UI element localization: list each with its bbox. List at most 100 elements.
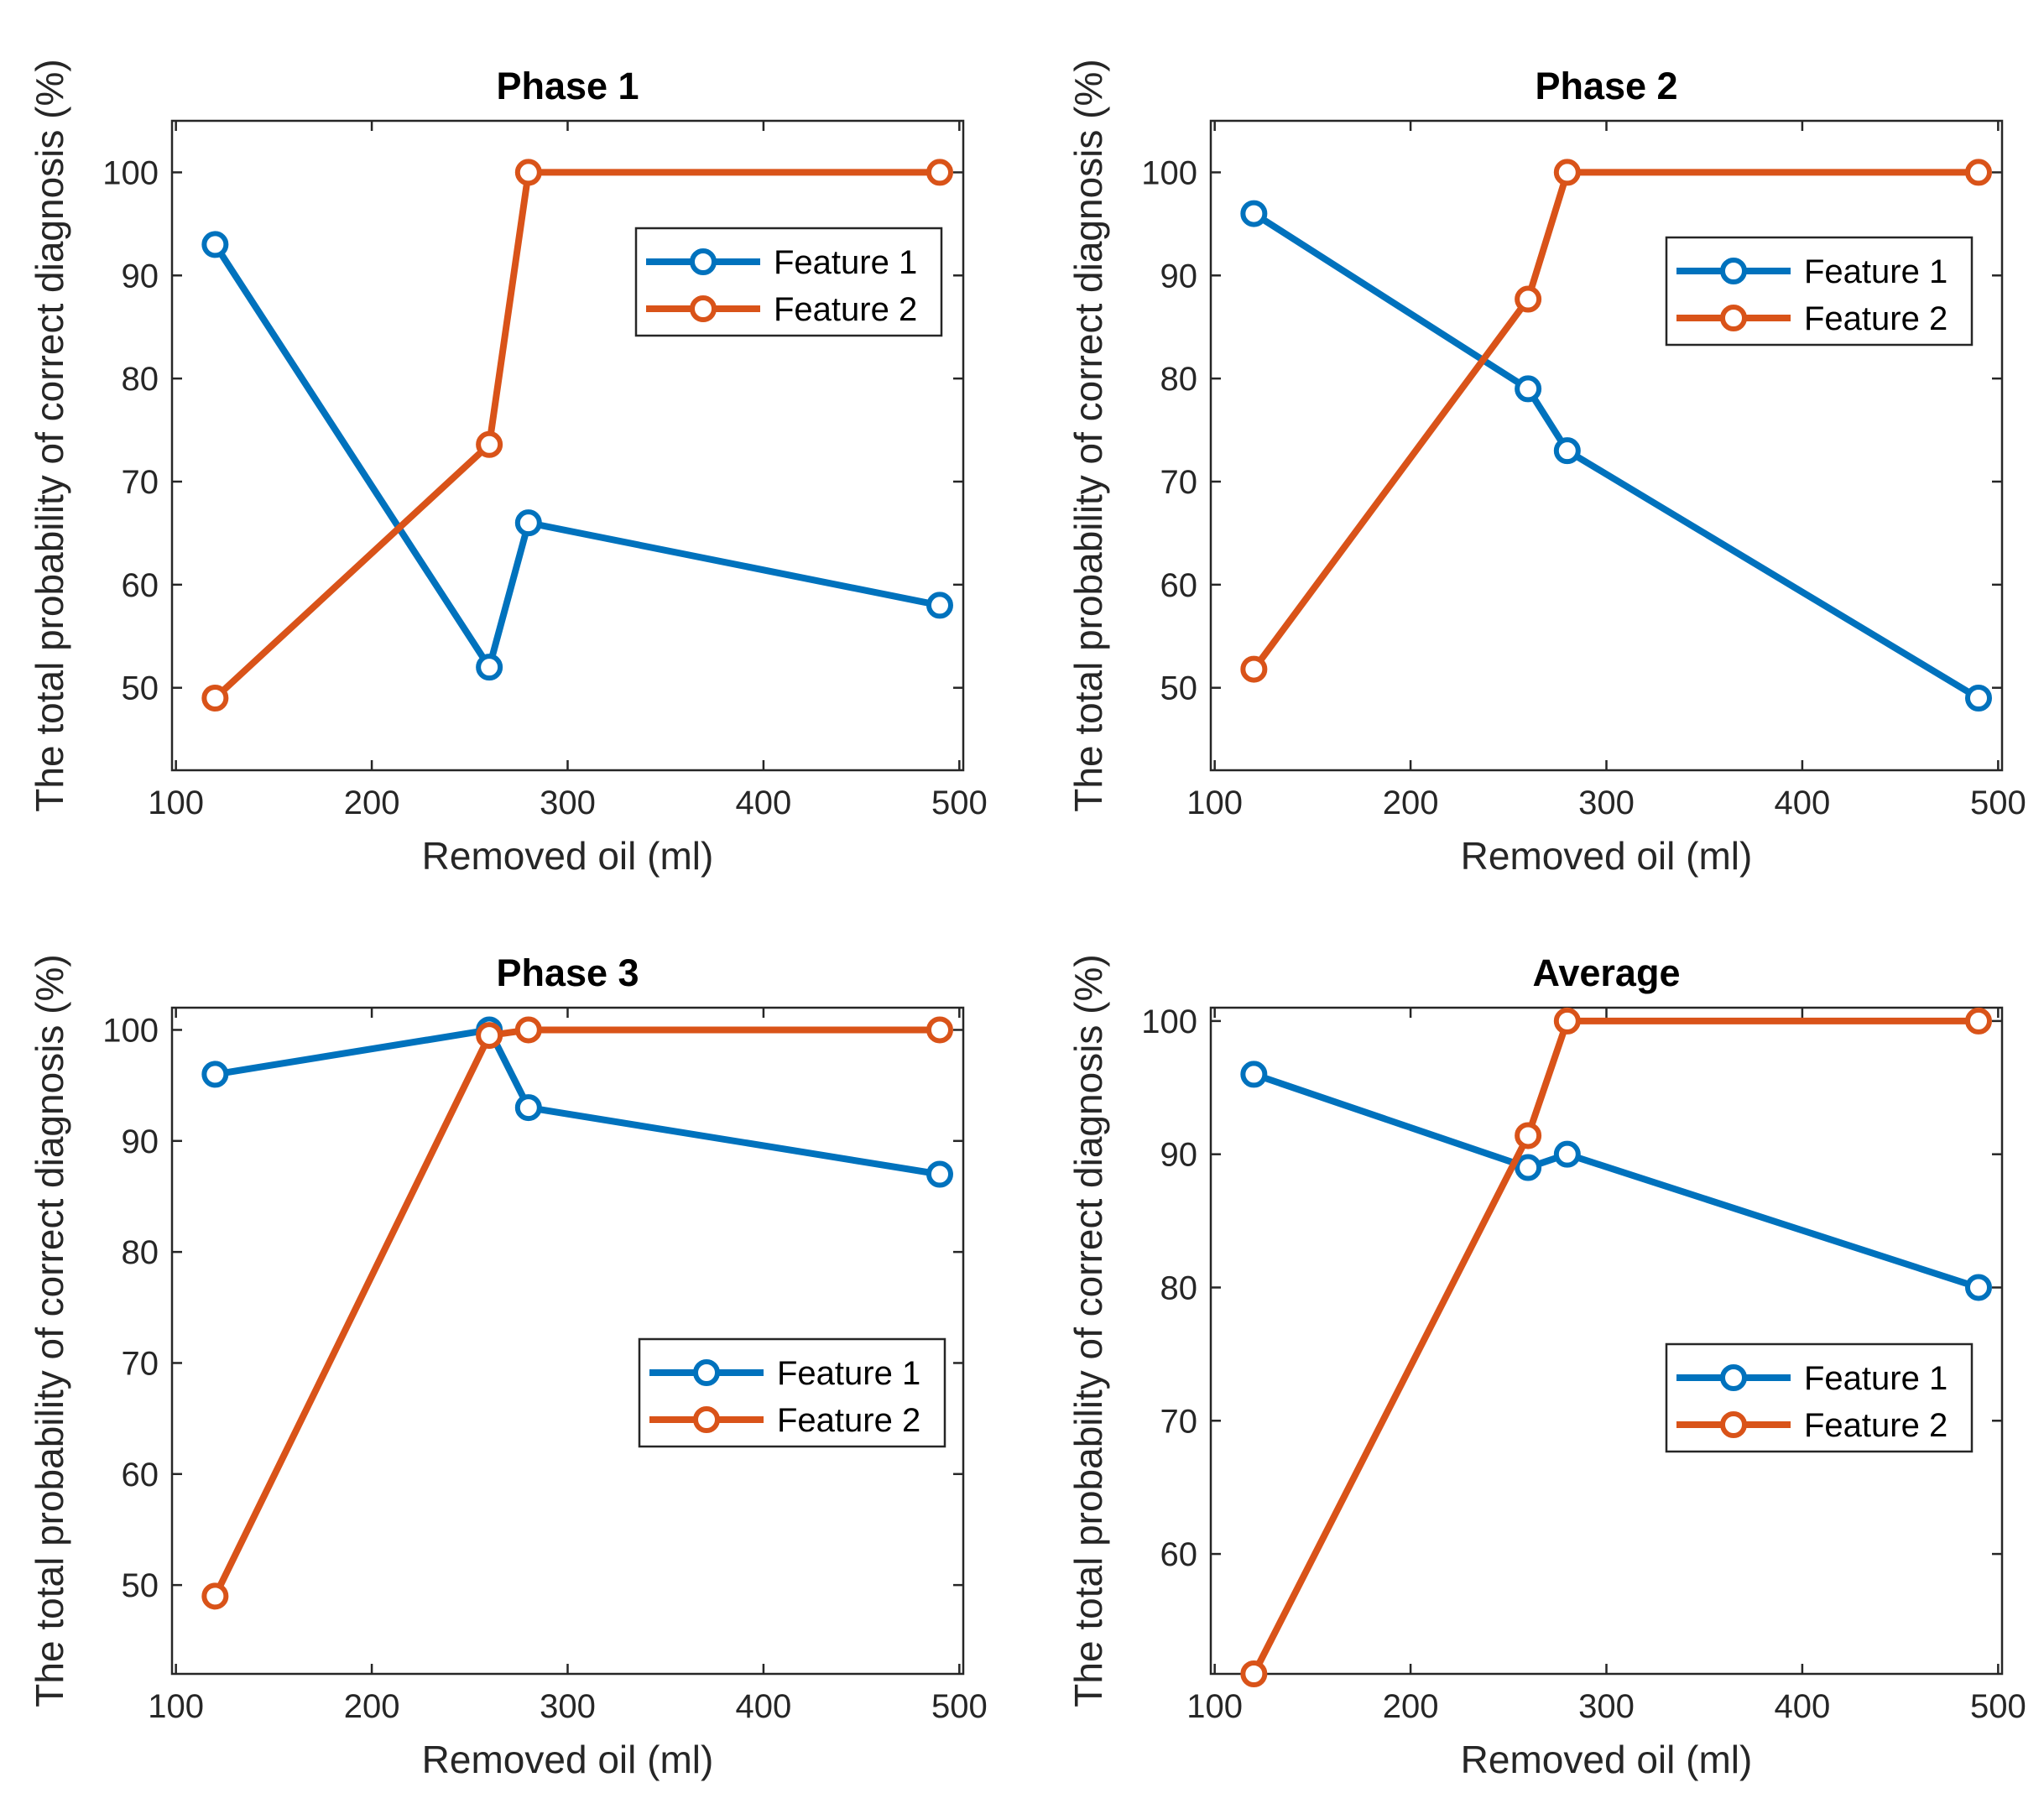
chart-panel-4: 100 200 300 400 500 60 70 80 90 100 Average Removed… [1066, 951, 2026, 1781]
legend-box [634, 227, 943, 337]
data-point-feature-2 [476, 1022, 503, 1050]
y-tick-label: 100 [102, 1012, 159, 1049]
y-tick-label: 90 [1160, 1137, 1198, 1174]
axes-box [1209, 119, 2004, 772]
x-tick-label: 400 [736, 785, 792, 821]
legend-label: Feature 2 [1804, 1407, 1948, 1444]
data-point-feature-1 [1515, 375, 1542, 403]
y-tick-label: 80 [122, 361, 159, 398]
y-tick-label: 100 [1141, 154, 1197, 191]
series-line-feature-2 [211, 1026, 940, 1598]
data-point-feature-2 [1515, 1122, 1542, 1149]
data-point-feature-1 [1240, 200, 1268, 227]
y-tick-label: 60 [1160, 567, 1198, 604]
legend-box [638, 1337, 946, 1448]
x-tick-label: 100 [1186, 1688, 1243, 1725]
x-axis-label: Removed oil (ml) [1461, 1738, 1753, 1781]
series-line-feature-1 [1253, 1071, 1980, 1291]
x-tick-label: 300 [540, 785, 596, 821]
y-tick-label: 60 [1160, 1536, 1198, 1573]
legend-marker [1720, 258, 1747, 284]
y-tick-label: 80 [1160, 361, 1198, 398]
y-tick-label: 50 [122, 1567, 159, 1604]
y-tick-label: 70 [1160, 464, 1198, 501]
chart-panel-3: 100 200 300 400 500 50 60 70 80 90 100 Phase 3 Remov… [28, 951, 988, 1781]
chart-title: Phase 3 [496, 951, 639, 994]
data-point-feature-2 [926, 1016, 953, 1044]
chart-title: Phase 2 [1535, 65, 1677, 107]
y-tick-label: 70 [1160, 1403, 1198, 1440]
legend-marker [690, 248, 717, 275]
x-tick-label: 400 [1775, 1688, 1831, 1725]
x-axis-label: Removed oil (ml) [422, 834, 714, 878]
data-point-feature-1 [476, 654, 503, 681]
y-tick-label: 90 [122, 258, 159, 295]
chart-panel-2: 100 200 300 400 500 50 60 70 80 90 100 Phase 2 Remov… [1066, 59, 2026, 878]
x-tick-label: 300 [1578, 785, 1635, 821]
chart-panel-1: 100 200 300 400 500 50 60 70 80 90 100 Phase 1 Remov… [28, 59, 988, 878]
y-tick-label: 70 [122, 1345, 159, 1382]
data-point-feature-2 [1964, 159, 1992, 186]
legend-label: Feature 1 [774, 244, 917, 281]
x-tick-label: 300 [1578, 1688, 1635, 1725]
axes-box [170, 119, 965, 772]
data-point-feature-2 [1964, 1007, 1992, 1035]
x-tick-label: 300 [540, 1688, 596, 1725]
legend-label: Feature 2 [774, 291, 917, 328]
y-tick-label: 80 [1160, 1269, 1198, 1306]
chart-title: Phase 1 [496, 65, 639, 107]
data-point-feature-1 [1964, 685, 1992, 712]
chart-title: Average [1533, 951, 1681, 994]
legend-box [1665, 236, 1974, 347]
x-tick-label: 500 [1970, 785, 2026, 821]
legend-marker [693, 1406, 720, 1433]
x-tick-label: 100 [148, 1688, 204, 1725]
data-point-feature-1 [926, 1160, 953, 1188]
data-point-feature-2 [514, 159, 542, 186]
y-tick-label: 60 [122, 567, 159, 604]
x-tick-label: 100 [148, 785, 204, 821]
series-line-feature-1 [214, 1026, 941, 1178]
y-axis-label: The total probability of correct diagnos… [1066, 954, 1110, 1707]
legend-marker [1720, 1411, 1747, 1438]
legend-marker [693, 1359, 720, 1386]
series-line-feature-1 [1252, 211, 1981, 701]
data-point-feature-1 [1553, 437, 1581, 465]
data-point-feature-1 [514, 509, 542, 537]
y-tick-label: 60 [122, 1457, 159, 1493]
y-tick-label: 50 [122, 670, 159, 707]
y-tick-label: 50 [1160, 670, 1198, 707]
legend-marker [1720, 1364, 1747, 1391]
legend-label: Feature 1 [777, 1355, 920, 1392]
y-tick-label: 90 [122, 1123, 159, 1160]
x-tick-label: 400 [1775, 785, 1831, 821]
y-tick-label: 90 [1160, 258, 1198, 295]
x-tick-label: 200 [344, 785, 400, 821]
data-point-feature-2 [926, 159, 953, 186]
data-point-feature-2 [1240, 1660, 1268, 1687]
data-point-feature-2 [201, 685, 229, 712]
legend-label: Feature 1 [1804, 1360, 1948, 1397]
data-point-feature-1 [201, 1061, 229, 1088]
x-tick-label: 200 [1383, 1688, 1439, 1725]
data-point-feature-2 [1515, 285, 1542, 313]
data-point-feature-1 [201, 231, 229, 258]
data-point-feature-2 [1553, 159, 1581, 186]
x-axis-label: Removed oil (ml) [422, 1738, 714, 1781]
series-line-feature-2 [212, 169, 940, 701]
legend-box [1665, 1342, 1974, 1453]
data-point-feature-1 [1964, 1274, 1992, 1301]
x-tick-label: 500 [1970, 1688, 2026, 1725]
series-line-feature-2 [1250, 1017, 1979, 1676]
data-point-feature-1 [1240, 1061, 1268, 1088]
series-line-feature-2 [1251, 169, 1979, 671]
data-point-feature-2 [1240, 655, 1268, 683]
y-tick-label: 80 [122, 1234, 159, 1271]
legend-label: Feature 1 [1804, 253, 1948, 290]
data-point-feature-1 [1553, 1140, 1581, 1168]
x-tick-label: 500 [931, 1688, 988, 1725]
axes-box [1209, 1006, 2004, 1676]
x-tick-label: 200 [1383, 785, 1439, 821]
y-tick-label: 70 [122, 464, 159, 501]
